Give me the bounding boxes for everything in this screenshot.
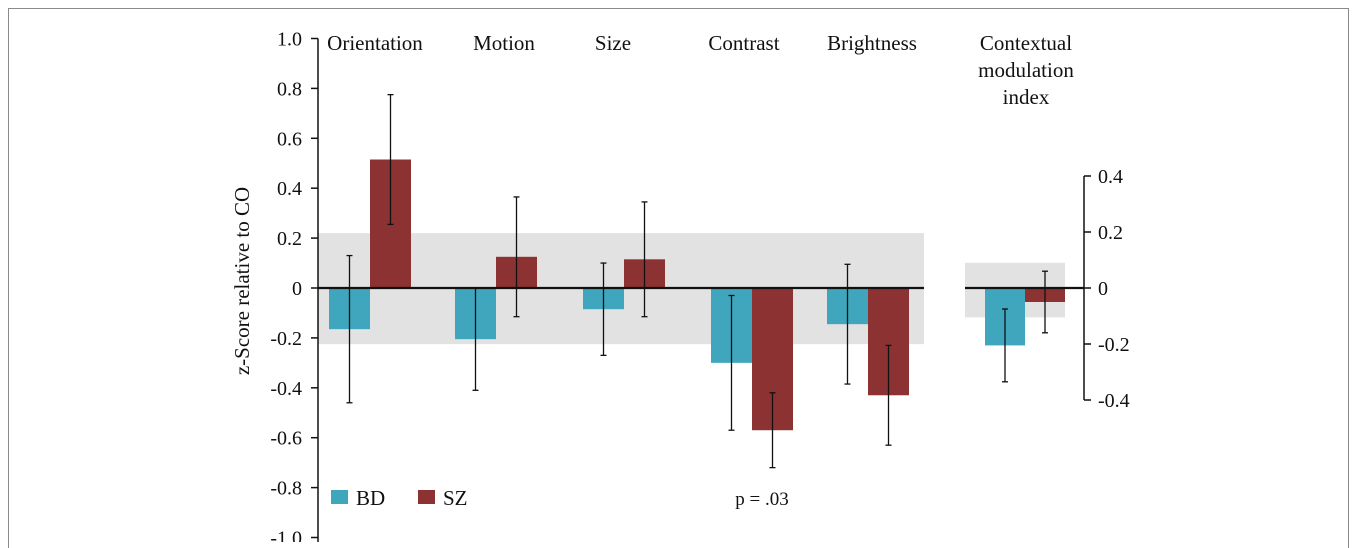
y-tick-label: -0.8 <box>270 478 302 500</box>
y-tick-label: 1.0 <box>277 29 302 51</box>
y-tick-label: -1.0 <box>270 528 302 543</box>
legend-label-bd: BD <box>356 486 385 510</box>
y-tick-label: 0.8 <box>277 78 302 100</box>
category-label: Size <box>595 31 631 55</box>
p-value-annotation: p = .03 <box>735 489 788 510</box>
side-y-tick-label: 0.4 <box>1098 166 1123 188</box>
category-label: Brightness <box>827 31 917 55</box>
category-label: Orientation <box>327 31 423 55</box>
side-y-tick-label: 0 <box>1098 278 1108 300</box>
y-tick-label: 0.2 <box>277 228 302 250</box>
legend-swatch-sz <box>418 490 435 504</box>
category-label: Contrast <box>708 31 779 55</box>
y-tick-label: 0.4 <box>277 178 302 200</box>
legend-swatch-bd <box>331 490 348 504</box>
y-tick-label: -0.2 <box>270 328 302 350</box>
legend-label-sz: SZ <box>443 486 468 510</box>
side-category-label: index <box>1003 85 1050 109</box>
side-category-label: Contextual <box>980 31 1072 55</box>
y-tick-label: 0.6 <box>277 128 302 150</box>
y-axis-label: z-Score relative to CO <box>230 187 254 375</box>
side-y-tick-label: -0.4 <box>1098 390 1130 412</box>
side-y-tick-label: 0.2 <box>1098 222 1123 244</box>
side-y-tick-label: -0.2 <box>1098 334 1130 356</box>
y-tick-label: -0.6 <box>270 428 302 450</box>
category-label: Motion <box>473 31 535 55</box>
side-category-label: modulation <box>978 58 1074 82</box>
y-tick-label: 0 <box>292 278 302 300</box>
figure-frame <box>8 8 1349 548</box>
y-tick-label: -0.4 <box>270 378 302 400</box>
